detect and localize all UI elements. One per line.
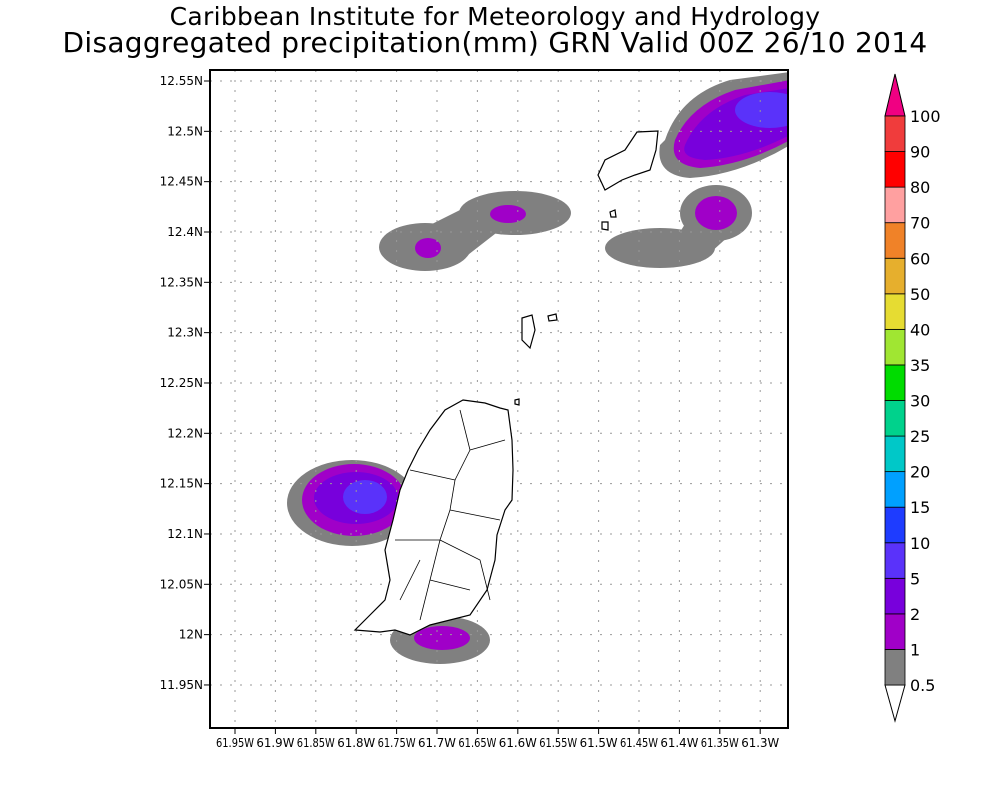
- precip-core-north-b: [490, 205, 526, 223]
- colorbar-bin: [884, 649, 906, 686]
- grenada-island: [353, 399, 514, 636]
- colorbar-label: 0.5: [910, 676, 935, 695]
- colorbar-bin: [884, 328, 906, 366]
- colorbar-label: 70: [910, 214, 930, 233]
- parish-boundaries: [395, 409, 506, 621]
- colorbar-label: 80: [910, 178, 930, 197]
- colorbar-label: 15: [910, 498, 930, 517]
- lon-tick-label: 61.35W: [701, 736, 739, 750]
- precip-5-10-west: [343, 480, 387, 514]
- colorbar-bin: [884, 542, 906, 579]
- lon-tick-label: 61.9W: [256, 736, 294, 750]
- lat-tick-label: 12N: [179, 628, 203, 642]
- island-small-4: [609, 209, 617, 218]
- colorbar-over-arrow: [884, 73, 906, 117]
- colorbar-bin: [884, 506, 906, 544]
- colorbar-label: 2: [910, 605, 920, 624]
- axes: 12.55N 12.5N 12.45N 12.4N 12.35N 12.3N 12.25N 1…: [160, 74, 780, 750]
- lat-tick-label: 11.95N: [160, 678, 203, 692]
- colorbar-bin: [884, 115, 906, 152]
- colorbar-bin: [884, 151, 906, 188]
- lon-tick-label: 61.75W: [378, 736, 416, 750]
- lat-tick-label: 12.3N: [167, 326, 203, 340]
- carriacou-island: [597, 130, 659, 191]
- colorbar-label: 1: [910, 640, 920, 659]
- island-small-2: [547, 313, 558, 322]
- colorbar-label: 50: [910, 285, 930, 304]
- lat-tick-label: 12.05N: [160, 577, 203, 591]
- colorbar-bin: [884, 435, 906, 473]
- lon-tick-label: 61.45W: [620, 736, 658, 750]
- colorbar-label: 25: [910, 427, 930, 446]
- coastlines: [353, 130, 659, 636]
- island-small-3: [601, 221, 609, 231]
- colorbar-bin: [884, 400, 906, 437]
- lon-tick-label: 61.85W: [297, 736, 335, 750]
- lon-tick-label: 61.3W: [741, 736, 779, 750]
- lat-tick-label: 12.45N: [160, 175, 203, 189]
- map-plot-area: [210, 70, 788, 728]
- precip-core-north-a: [415, 238, 441, 258]
- plot-frame: [209, 69, 789, 729]
- lon-tick-label: 61.8W: [337, 736, 375, 750]
- lat-tick-label: 12.55N: [160, 74, 203, 88]
- colorbar-label: 100: [910, 107, 941, 126]
- colorbar-label: 90: [910, 143, 930, 162]
- lat-tick-label: 12.2N: [167, 426, 203, 440]
- colorbar-under-arrow: [884, 684, 906, 723]
- precip-core-south: [414, 626, 470, 650]
- grid-lines: [210, 70, 788, 728]
- lon-tick-label: 61.4W: [660, 736, 698, 750]
- lon-tick-label: 61.65W: [458, 736, 496, 750]
- colorbar-label: 40: [910, 320, 930, 339]
- precip-area-ne-link: [680, 200, 730, 262]
- lat-tick-label: 12.15N: [160, 477, 203, 491]
- precip-5-10-ne: [735, 92, 788, 128]
- lon-tick-label: 61.7W: [418, 736, 456, 750]
- lon-tick-label: 61.6W: [499, 736, 537, 750]
- precip-core-ne: [695, 196, 737, 230]
- colorbar-label: 5: [910, 569, 920, 588]
- colorbar-bin: [884, 293, 906, 330]
- colorbar-bin: [884, 471, 906, 508]
- island-small-5: [514, 398, 520, 406]
- colorbar-bin: [884, 613, 906, 650]
- lon-tick-label: 61.55W: [539, 736, 577, 750]
- lon-tick-label: 61.5W: [580, 736, 618, 750]
- lat-tick-label: 12.4N: [167, 225, 203, 239]
- colorbar-label: 60: [910, 249, 930, 268]
- colorbar-label: 10: [910, 534, 930, 553]
- colorbar-label: 30: [910, 392, 930, 411]
- colorbar-bin: [884, 257, 906, 295]
- lat-tick-label: 12.1N: [167, 527, 203, 541]
- chart-title: Caribbean Institute for Meteorology and …: [169, 2, 821, 31]
- colorbar-label: 20: [910, 463, 930, 482]
- precip-area-north-link: [430, 200, 500, 265]
- precip-shading: [287, 72, 788, 664]
- colorbar-bin: [884, 364, 906, 401]
- chart-subtitle: Disaggregated precipitation(mm) GRN Vali…: [62, 26, 928, 59]
- island-small-1: [521, 314, 536, 350]
- colorbar-bin: [884, 577, 906, 615]
- colorbar-bin: [884, 186, 906, 224]
- lon-tick-label: 61.95W: [216, 736, 254, 750]
- lat-tick-label: 12.35N: [160, 275, 203, 289]
- colorbar-label: 35: [910, 356, 930, 375]
- colorbar-bin: [884, 222, 906, 259]
- lat-tick-label: 12.25N: [160, 376, 203, 390]
- lat-tick-label: 12.5N: [167, 124, 203, 138]
